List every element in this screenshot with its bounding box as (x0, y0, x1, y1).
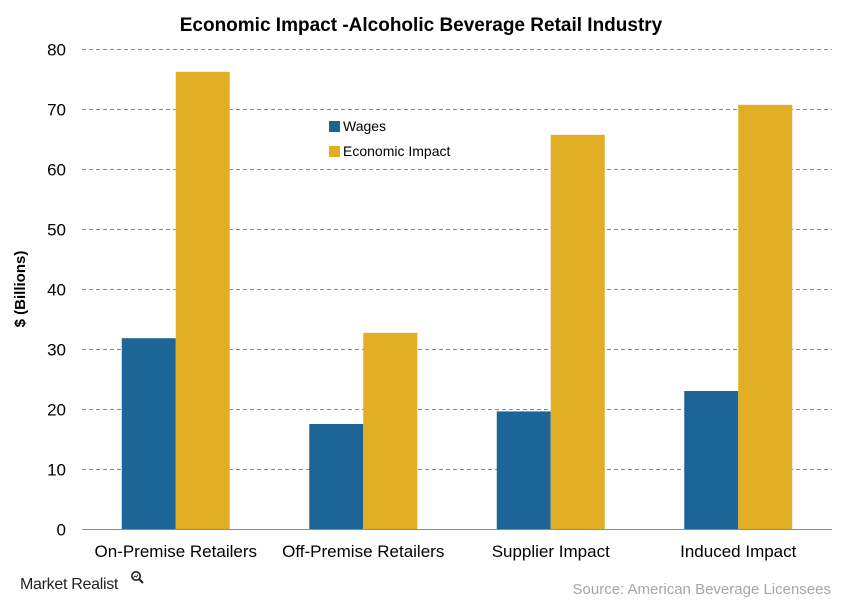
legend-swatch-economic-impact (329, 146, 340, 157)
bar-economic-impact (738, 104, 793, 530)
x-axis-categories: On-Premise Retailers Off-Premise Retailer… (95, 542, 797, 561)
bars (121, 71, 793, 530)
bar-wages (496, 411, 551, 529)
bar-wages (309, 424, 364, 529)
y-axis-label: $ (Billions) (12, 251, 29, 328)
x-tick-label: On-Premise Retailers (95, 542, 258, 561)
y-tick-label: 70 (47, 101, 66, 120)
legend-label-wages: Wages (343, 118, 386, 134)
bar-wages (684, 391, 739, 529)
legend: Wages Economic Impact (329, 118, 450, 159)
legend-swatch-wages (329, 121, 340, 132)
legend-label-economic-impact: Economic Impact (343, 143, 450, 159)
magnifier-icon (131, 570, 144, 584)
source-note: Source: American Beverage Licensees (573, 581, 831, 598)
y-tick-label: 0 (57, 521, 66, 540)
x-tick-label: Off-Premise Retailers (282, 542, 444, 561)
bar-economic-impact (550, 134, 605, 530)
bar-economic-impact (363, 332, 418, 529)
y-tick-label: 80 (47, 41, 66, 60)
brand-logo: Market Realist (20, 570, 144, 593)
y-tick-label: 60 (47, 161, 66, 180)
y-tick-label: 20 (47, 401, 66, 420)
y-axis-ticks: 0 10 20 30 40 50 60 70 80 (47, 41, 66, 540)
y-tick-label: 40 (47, 281, 66, 300)
brand-text: Market Realist (20, 576, 119, 593)
bar-economic-impact (175, 71, 230, 530)
y-tick-label: 10 (47, 461, 66, 480)
x-tick-label: Supplier Impact (492, 542, 610, 561)
y-tick-label: 30 (47, 341, 66, 360)
x-tick-label: Induced Impact (680, 542, 797, 561)
bar-wages (121, 338, 176, 529)
y-tick-label: 50 (47, 221, 66, 240)
chart-title: Economic Impact -Alcoholic Beverage Reta… (180, 15, 663, 36)
